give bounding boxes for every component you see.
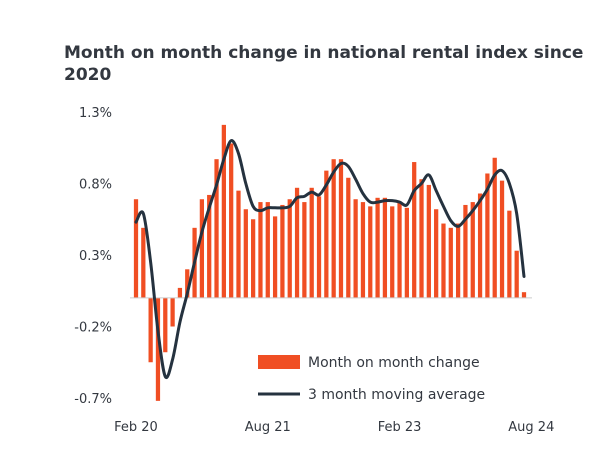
y-axis-ticks: 1.3% 0.8% 0.3% -0.2% -0.7%	[74, 106, 112, 407]
bar	[221, 124, 226, 298]
bar	[360, 202, 366, 298]
bar	[316, 196, 322, 298]
bar	[426, 184, 431, 298]
bar	[521, 292, 527, 298]
bar	[243, 209, 248, 298]
bar	[353, 199, 358, 298]
bar-series	[133, 124, 527, 401]
bar	[155, 297, 161, 401]
bar	[258, 202, 263, 298]
y-tick-label: -0.7%	[74, 392, 112, 407]
bar	[463, 204, 468, 298]
bar	[346, 177, 351, 298]
bar	[133, 199, 139, 298]
y-tick-label: -0.2%	[74, 321, 112, 336]
bar	[514, 250, 519, 298]
x-tick-label: Feb 20	[114, 420, 158, 435]
bar	[507, 210, 512, 298]
bar	[185, 269, 190, 298]
bar	[287, 199, 292, 298]
bar	[309, 187, 314, 298]
bar	[214, 159, 219, 298]
x-tick-label: Feb 23	[378, 420, 422, 435]
bar	[477, 193, 483, 298]
bar	[141, 227, 146, 298]
bar	[375, 197, 380, 298]
y-tick-label: 1.3%	[79, 106, 112, 121]
bar	[324, 170, 329, 298]
y-tick-label: 0.3%	[79, 249, 112, 264]
bar	[419, 179, 424, 298]
bar	[397, 202, 402, 298]
x-tick-label: Aug 24	[508, 420, 554, 435]
legend-bar-swatch	[258, 355, 300, 369]
bar	[251, 219, 256, 298]
bar	[236, 190, 241, 298]
bar	[485, 173, 490, 298]
bar	[265, 202, 270, 298]
bar	[163, 297, 168, 353]
bar	[177, 287, 183, 298]
bar	[170, 297, 175, 327]
bar	[382, 197, 388, 298]
bar	[448, 227, 453, 298]
bar	[207, 194, 212, 298]
bar	[280, 204, 285, 298]
bar	[368, 206, 373, 298]
bar	[499, 180, 505, 298]
legend: Month on month change 3 month moving ave…	[258, 355, 485, 403]
x-tick-label: Aug 21	[245, 420, 291, 435]
bar	[272, 216, 278, 298]
bar	[441, 223, 446, 298]
bar	[199, 199, 205, 298]
moving-average-line	[134, 139, 526, 380]
chart-title: Month on month change in national rental…	[64, 43, 584, 85]
bar	[404, 207, 409, 298]
bar	[455, 223, 461, 298]
bar	[229, 143, 234, 298]
bar	[434, 209, 439, 298]
bar	[302, 202, 307, 298]
bar	[331, 159, 336, 298]
bar	[412, 162, 417, 298]
bar	[492, 157, 497, 298]
legend-line-label: 3 month moving average	[308, 387, 485, 403]
x-axis-ticks: Feb 20 Aug 21 Feb 23 Aug 24	[114, 420, 554, 435]
bar	[390, 206, 395, 298]
bar	[338, 159, 344, 298]
legend-bar-label: Month on month change	[308, 355, 480, 371]
bar	[470, 202, 475, 298]
bar	[148, 297, 153, 363]
y-tick-label: 0.8%	[79, 178, 112, 193]
bar	[294, 187, 300, 298]
